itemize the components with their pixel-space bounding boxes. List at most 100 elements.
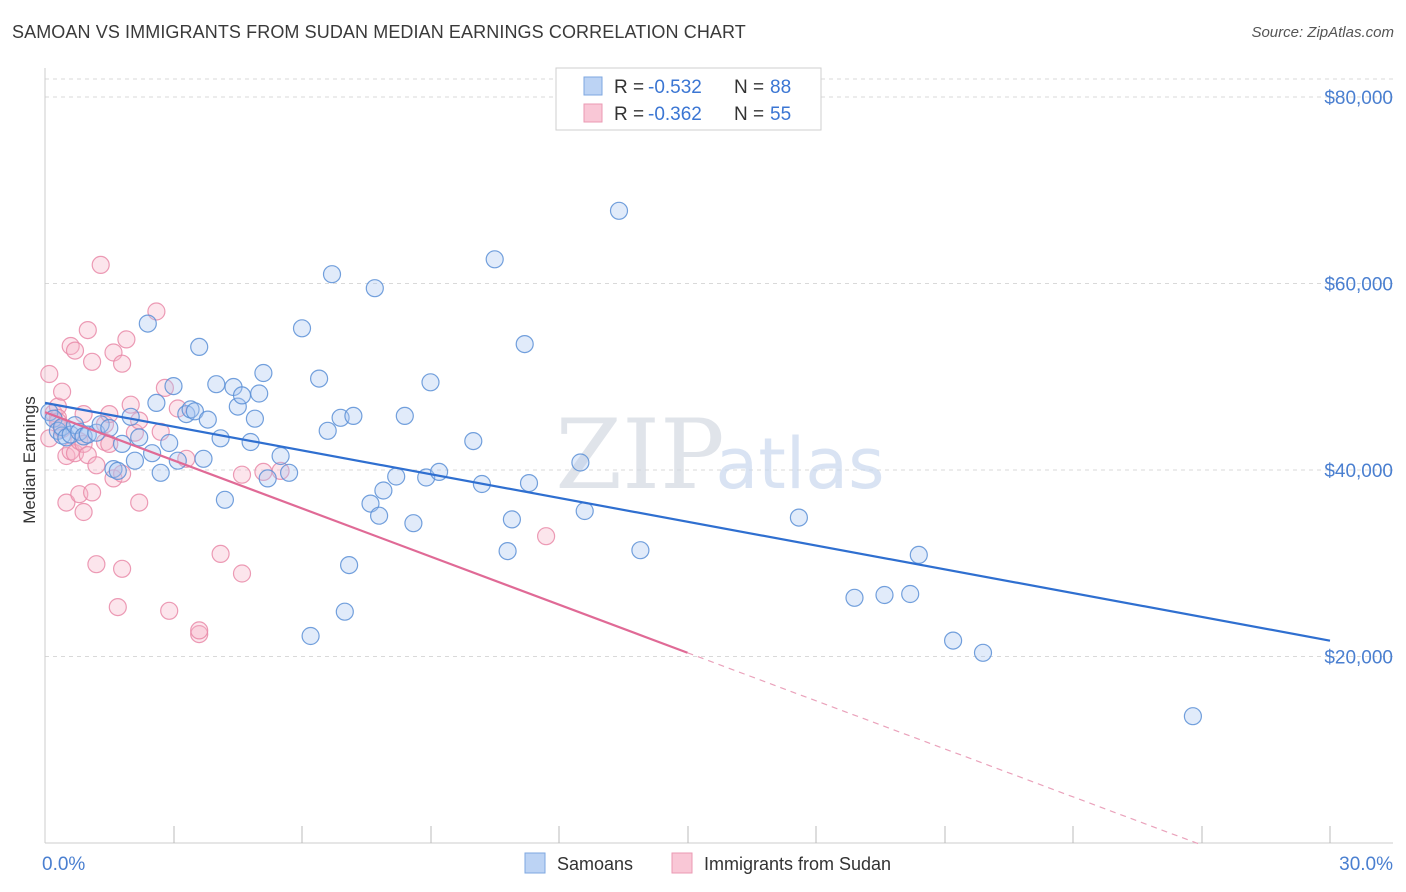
sudan-point-21 <box>87 456 106 475</box>
y-tick-label-1: $40,000 <box>1324 461 1393 482</box>
sudan-point-17 <box>78 321 97 340</box>
samoan-point-63 <box>421 373 440 392</box>
samoan-point-80 <box>909 545 928 565</box>
bottom-samoans-label: Samoans <box>557 854 633 874</box>
sudan-point-32 <box>112 559 132 578</box>
samoan-point-41 <box>250 384 269 403</box>
y-tick-label-3: $80,000 <box>1324 88 1393 109</box>
samoan-point-42 <box>254 363 273 383</box>
samoan-point-76 <box>789 508 809 527</box>
samoan-point-61 <box>404 514 423 533</box>
samoan-point-48 <box>310 369 329 388</box>
sudan-point-8 <box>57 493 76 512</box>
sudan-point-29 <box>108 597 127 617</box>
samoan-point-32 <box>198 410 217 429</box>
samoan-point-59 <box>387 467 406 486</box>
y-tick-label-2: $60,000 <box>1324 275 1393 296</box>
samoan-point-29 <box>185 402 204 421</box>
samoan-point-73 <box>575 501 594 521</box>
x-tick-labels: 0.0% 30.0% <box>42 854 1393 875</box>
sudan-point-1 <box>40 364 59 384</box>
samoan-point-74 <box>609 201 629 220</box>
samoans-trend-line <box>44 401 1331 642</box>
y-tick-label-0: $20,000 <box>1324 648 1393 669</box>
samoan-point-23 <box>151 463 170 482</box>
samoan-point-71 <box>519 474 539 493</box>
samoan-point-25 <box>164 377 183 396</box>
samoan-point-49 <box>318 421 337 440</box>
samoan-point-68 <box>498 541 517 561</box>
chart-title: SAMOAN VS IMMIGRANTS FROM SUDAN MEDIAN E… <box>12 22 746 42</box>
samoan-point-38 <box>232 386 252 405</box>
sudan-point-40 <box>160 601 179 620</box>
samoan-point-52 <box>335 602 354 621</box>
axes <box>44 68 1393 844</box>
samoan-point-54 <box>344 406 363 425</box>
samoan-point-81 <box>943 631 963 650</box>
samoan-point-78 <box>875 585 894 605</box>
samoan-point-22 <box>147 393 166 412</box>
samoan-point-45 <box>280 463 299 482</box>
chart-source: Source: ZipAtlas.com <box>1251 24 1394 41</box>
samoan-point-47 <box>301 626 320 646</box>
samoan-point-53 <box>340 555 359 575</box>
samoan-point-70 <box>515 335 534 354</box>
samoan-point-69 <box>502 510 521 529</box>
sudan-point-44 <box>190 621 209 640</box>
sudan-point-36 <box>130 493 149 512</box>
samoan-point-50 <box>322 265 342 284</box>
samoan-point-57 <box>370 506 389 525</box>
bottom-legend: Samoans Immigrants from Sudan <box>524 852 891 874</box>
samoan-point-19 <box>130 428 149 447</box>
samoan-point-24 <box>160 433 179 453</box>
samoan-point-35 <box>215 490 234 509</box>
samoan-point-33 <box>207 375 226 394</box>
samoan-point-65 <box>464 432 483 451</box>
watermark-atlas: atlas <box>715 423 884 505</box>
sudan-point-45 <box>211 544 230 564</box>
samoan-point-67 <box>485 250 504 269</box>
sudan-point-23 <box>91 255 110 274</box>
sudan-point-16 <box>74 502 93 522</box>
samoan-point-18 <box>125 451 144 470</box>
samoan-point-20 <box>138 314 157 333</box>
trend-lines <box>44 401 1331 846</box>
x-tick-label-min: 0.0% <box>42 854 85 875</box>
samoan-point-77 <box>845 588 864 607</box>
sudan-r-value: -0.362 <box>648 104 702 125</box>
samoan-point-31 <box>194 449 213 468</box>
samoans-r-label: R = <box>614 77 644 98</box>
bottom-sudan-label: Immigrants from Sudan <box>704 854 891 874</box>
samoan-point-34 <box>211 429 230 448</box>
sudan-point-22 <box>87 555 106 574</box>
samoan-point-15 <box>108 461 127 480</box>
samoan-point-44 <box>271 446 290 466</box>
samoan-point-82 <box>973 643 993 662</box>
sudan-point-33 <box>117 330 136 349</box>
x-tick-label-max: 30.0% <box>1339 854 1393 875</box>
sudan-point-30 <box>112 354 132 373</box>
sudan-point-50 <box>536 527 556 546</box>
sudan-r-label: R = <box>614 104 644 125</box>
sudan-point-11 <box>65 341 85 360</box>
bottom-sudan-swatch <box>671 852 693 874</box>
stats-legend: R = -0.532 N = 88 R = -0.362 N = 55 <box>555 67 822 131</box>
samoans-n-value: 88 <box>770 77 791 98</box>
sudan-point-5 <box>52 382 72 401</box>
bottom-samoans-swatch <box>524 852 546 874</box>
sudan-trend-extension <box>687 652 1202 846</box>
sudan-point-47 <box>232 564 252 583</box>
sudan-n-label: N = <box>734 104 764 125</box>
samoan-point-75 <box>631 541 650 560</box>
sudan-n-value: 55 <box>770 104 791 125</box>
samoan-point-43 <box>258 469 277 488</box>
samoan-point-79 <box>901 584 920 604</box>
sudan-trend-line <box>44 411 688 654</box>
sudan-point-20 <box>82 483 102 502</box>
samoan-point-46 <box>292 319 312 338</box>
samoan-point-40 <box>245 409 264 428</box>
samoans-r-value: -0.532 <box>648 77 702 98</box>
sudan-point-19 <box>82 352 102 371</box>
samoans-swatch <box>583 76 603 96</box>
